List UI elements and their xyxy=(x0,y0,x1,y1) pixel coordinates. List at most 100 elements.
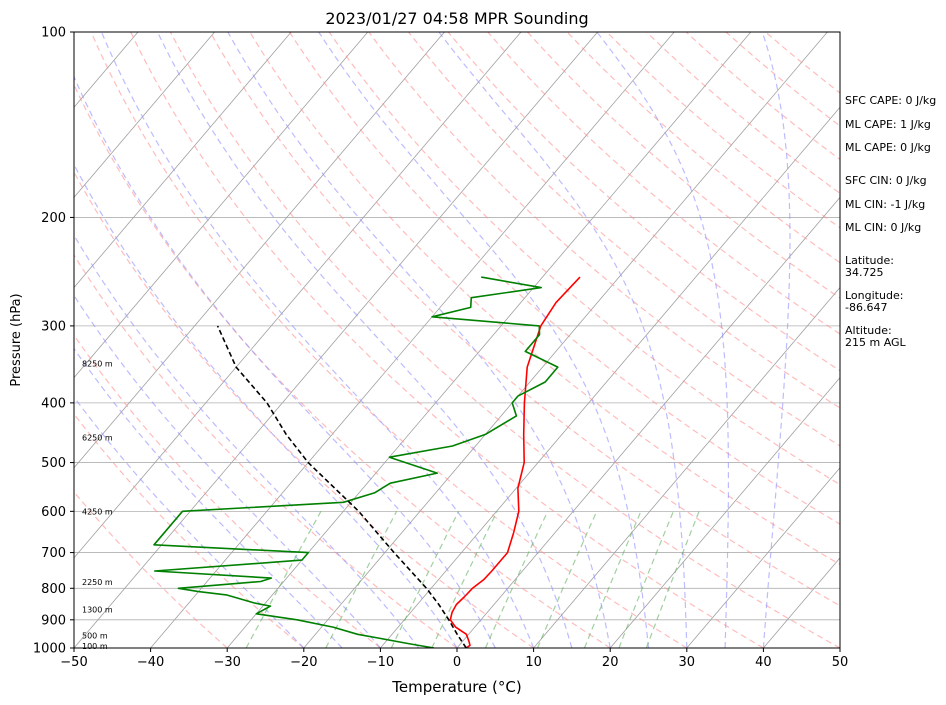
mixing-ratio-line xyxy=(325,511,398,648)
x-tick-label: 40 xyxy=(755,655,772,670)
moist-adiabat-line xyxy=(74,163,458,648)
height-label: 1300 m xyxy=(82,606,113,615)
altitude-label: Altitude: xyxy=(845,324,892,337)
y-tick-label: 900 xyxy=(41,613,66,628)
dry-adiabat-line xyxy=(74,253,458,648)
isotherm-line xyxy=(74,32,292,289)
moist-adiabat-line xyxy=(74,75,496,648)
isotherm-line xyxy=(686,467,840,648)
plot-background xyxy=(74,32,840,648)
y-tick-label: 400 xyxy=(41,396,66,411)
y-tick-label: 1000 xyxy=(33,642,66,657)
dry-adiabat-line xyxy=(74,334,381,648)
x-tick-label: 20 xyxy=(602,655,619,670)
x-tick-label: −10 xyxy=(367,655,394,670)
isotherm-line xyxy=(533,286,840,648)
x-tick-label: 10 xyxy=(525,655,542,670)
mixing-ratio-line xyxy=(390,511,460,648)
y-tick-label: 600 xyxy=(41,505,66,520)
dry-adiabat-line xyxy=(74,83,611,648)
sounding-series xyxy=(153,276,581,648)
dry-adiabat-line xyxy=(447,32,840,372)
moist-adiabats xyxy=(74,32,791,648)
isotherm-line xyxy=(74,32,445,469)
mixing-ratio-line xyxy=(618,511,674,648)
isotherm-line xyxy=(226,32,752,648)
isotherm-line xyxy=(74,32,215,199)
dry-adiabat-line xyxy=(74,170,534,648)
mixing-ratio-line xyxy=(583,511,642,648)
latitude-label: Latitude: xyxy=(845,254,894,267)
x-tick-label: 30 xyxy=(679,655,696,670)
temperature-profile-line xyxy=(449,276,581,648)
latitude-value: 34.725 xyxy=(845,266,884,279)
moist-adiabat-line xyxy=(74,347,343,648)
isotherm-line xyxy=(150,32,675,648)
isotherm-line xyxy=(74,32,522,559)
dewpoint-profile-line xyxy=(153,276,559,648)
x-tick-label: −30 xyxy=(213,655,240,670)
longitude-value: -86.647 xyxy=(845,301,887,314)
height-label: 500 m xyxy=(82,632,108,641)
altitude-value: 215 m AGL xyxy=(845,336,907,349)
height-label: 6250 m xyxy=(82,433,113,442)
height-label: 4250 m xyxy=(82,507,113,516)
dry-adiabats xyxy=(74,32,840,648)
chart-title: 2023/01/27 04:58 MPR Sounding xyxy=(325,9,588,28)
moist-adiabat-line xyxy=(596,32,729,648)
x-tick-label: −50 xyxy=(60,655,87,670)
x-tick-label: 0 xyxy=(453,655,461,670)
mixing-ratio-line xyxy=(245,511,322,648)
dry-adiabat-line xyxy=(74,413,305,648)
dry-adiabat-line xyxy=(90,32,688,648)
y-tick-label: 300 xyxy=(41,319,66,334)
sfc-cape-text: SFC CAPE: 0 J/kg xyxy=(845,94,936,107)
y-axis-ticks: 100 200 300 400 500 600 700 800 900 1000 xyxy=(33,26,74,657)
mixing-ratio-lines xyxy=(245,511,700,648)
isotherm-line xyxy=(303,32,828,648)
dry-adiabat-line xyxy=(130,32,764,648)
isotherm-line xyxy=(74,32,369,379)
y-tick-label: 700 xyxy=(41,546,66,561)
x-axis-ticks: −50 −40 −30 −20 −10 0 10 20 30 40 50 xyxy=(60,648,848,670)
dry-adiabat-line xyxy=(527,32,840,299)
dry-adiabat-line xyxy=(328,32,840,486)
isotherm-line xyxy=(609,377,840,648)
moist-adiabat-line xyxy=(74,234,420,648)
dry-adiabat-line xyxy=(209,32,840,607)
y-tick-label: 800 xyxy=(41,582,66,597)
x-tick-label: −20 xyxy=(290,655,317,670)
dry-adiabat-line xyxy=(487,32,840,335)
parcel-path-line xyxy=(216,325,467,648)
moist-adiabat-line xyxy=(318,32,650,648)
dry-adiabat-line xyxy=(169,32,840,648)
mixing-ratio-line xyxy=(484,511,549,648)
mixing-ratio-line xyxy=(536,511,598,648)
longitude-label: Longitude: xyxy=(845,289,903,302)
x-tick-label: 50 xyxy=(832,655,849,670)
height-label: 8250 m xyxy=(82,359,113,368)
ml-cape-text: ML CAPE: 1 J/kg xyxy=(845,118,931,131)
isotherm-line xyxy=(456,196,840,648)
moist-adiabat-line xyxy=(227,32,611,648)
sfc-cin-text: SFC CIN: 0 J/kg xyxy=(845,174,927,187)
dry-adiabat-line xyxy=(249,32,840,566)
x-axis-label: Temperature (°C) xyxy=(391,678,521,696)
dry-adiabat-line xyxy=(646,32,840,195)
moist-adiabat-line xyxy=(438,32,688,648)
dry-adiabat-line xyxy=(288,32,840,525)
mixing-ratio-line xyxy=(645,511,700,648)
sounding-info-panel: SFC CAPE: 0 J/kg ML CAPE: 1 J/kg ML CAPE… xyxy=(845,94,936,349)
dry-adiabat-line xyxy=(685,32,840,161)
y-tick-label: 500 xyxy=(41,456,66,471)
y-tick-label: 100 xyxy=(41,26,66,41)
y-axis-label: Pressure (hPa) xyxy=(9,293,24,386)
moist-adiabat-line xyxy=(761,32,791,648)
height-label: 2250 m xyxy=(82,578,113,587)
mixing-ratio-line xyxy=(431,511,498,648)
isotherm-line xyxy=(380,106,840,648)
dry-adiabat-line xyxy=(408,32,840,409)
ml-cape-text-2: ML CAPE: 0 J/kg xyxy=(845,141,931,154)
